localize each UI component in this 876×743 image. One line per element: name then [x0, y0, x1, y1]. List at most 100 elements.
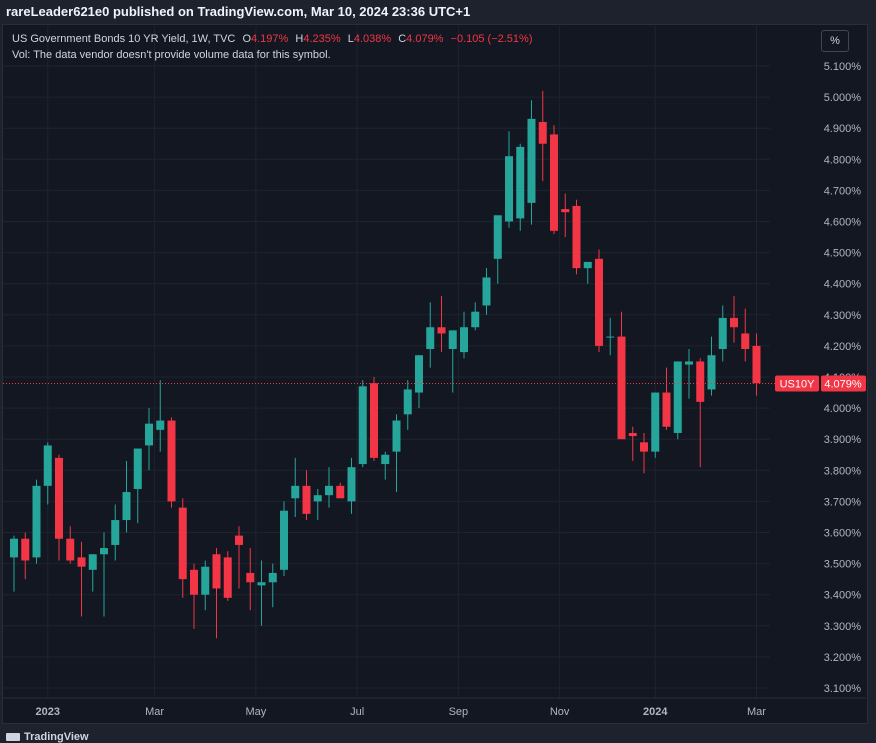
- candle-body: [111, 520, 120, 545]
- candle-body: [628, 432, 637, 437]
- candle-body: [235, 535, 243, 545]
- volume-note: Vol: The data vendor doesn't provide vol…: [12, 49, 331, 61]
- low-label: L: [347, 33, 354, 45]
- candle-body: [651, 392, 660, 452]
- publish-header: rareLeader621e0 published on TradingView…: [0, 0, 876, 24]
- chart-pane[interactable]: [2, 24, 868, 724]
- y-tick-label: 3.300%: [824, 621, 862, 633]
- candle-body: [527, 118, 536, 203]
- y-tick-label: 3.100%: [824, 683, 862, 695]
- candle-body: [100, 548, 108, 555]
- x-tick-label: 2024: [643, 706, 668, 718]
- y-tick-label: 3.400%: [824, 590, 862, 602]
- y-tick-label: 4.800%: [824, 154, 862, 166]
- candle-body: [347, 467, 356, 502]
- y-tick-label: 3.600%: [824, 528, 862, 540]
- candle-body: [561, 209, 570, 213]
- candle-body: [201, 566, 210, 595]
- candle-body: [538, 121, 547, 144]
- candle-body: [291, 485, 300, 499]
- price-tag-value-box: [821, 375, 866, 392]
- x-tick-label: Nov: [550, 706, 570, 718]
- candle-body: [156, 420, 165, 430]
- candle-body: [707, 355, 716, 390]
- x-tick-label: May: [245, 706, 266, 718]
- y-tick-label: 4.600%: [824, 217, 862, 229]
- candle-body: [55, 457, 63, 539]
- candle-body: [370, 383, 378, 458]
- y-tick-label: 4.400%: [824, 279, 862, 291]
- candle-body: [223, 557, 232, 598]
- x-tick-label: Mar: [747, 706, 766, 718]
- candle-body: [88, 554, 97, 570]
- candle-body: [32, 485, 41, 558]
- candle-body: [460, 327, 468, 353]
- candle-body: [662, 392, 671, 427]
- candle-body: [595, 258, 603, 346]
- candle-body: [268, 572, 277, 583]
- price-tag-symbol: US10Y: [780, 379, 816, 391]
- close-label: C: [398, 33, 407, 45]
- candle-body: [696, 361, 705, 402]
- ohlc-legend: US Government Bonds 10 YR Yield, 1W, TVC…: [12, 33, 532, 45]
- candle-body: [448, 330, 457, 350]
- candle-body: [280, 510, 288, 570]
- candle-body: [122, 492, 131, 521]
- candle-body: [572, 205, 581, 269]
- candle-body: [77, 557, 86, 567]
- candle-body: [190, 569, 198, 595]
- candle-body: [257, 582, 266, 586]
- symbol-title: US Government Bonds 10 YR Yield, 1W, TVC: [12, 33, 236, 45]
- candle-body: [415, 355, 423, 393]
- low-value: 4.038%: [353, 33, 392, 45]
- y-tick-label: 3.700%: [824, 496, 862, 508]
- candle-body: [606, 336, 615, 338]
- publisher-info: rareLeader621e0 published on TradingView…: [6, 4, 471, 19]
- change-value: −0.105 (−2.51%): [450, 33, 533, 45]
- candle-body: [741, 333, 750, 350]
- candle-body: [426, 327, 435, 350]
- candle-body: [246, 572, 255, 583]
- candle-body: [21, 538, 30, 561]
- candle-body: [167, 420, 176, 502]
- high-label: H: [295, 33, 304, 45]
- x-tick-label: 2023: [36, 706, 60, 718]
- y-tick-label: 3.200%: [824, 652, 862, 664]
- candle-body: [550, 134, 558, 231]
- candle-body: [178, 507, 187, 580]
- candle-body: [133, 448, 142, 489]
- candle-body: [471, 311, 480, 328]
- candle-body: [392, 420, 401, 452]
- candle-body: [336, 485, 345, 499]
- open-value: 4.197%: [251, 33, 289, 45]
- percent-scale-button[interactable]: %: [821, 30, 849, 52]
- candle-body: [493, 215, 502, 259]
- candle-body: [10, 538, 18, 558]
- price-tag-value: 4.079%: [824, 379, 862, 391]
- candle-body: [145, 423, 153, 446]
- candle-body: [730, 317, 738, 328]
- y-tick-label: 4.000%: [824, 403, 862, 415]
- high-value: 4.235%: [303, 33, 341, 45]
- candle-body: [437, 327, 446, 334]
- candle-body: [685, 361, 693, 365]
- candle-body: [313, 495, 322, 502]
- close-value: 4.079%: [406, 33, 444, 45]
- x-tick-label: Mar: [145, 706, 164, 718]
- price-tag-symbol-box: [775, 375, 819, 392]
- candle-body: [505, 156, 513, 222]
- y-tick-label: 5.000%: [824, 92, 862, 104]
- candle-body: [516, 146, 525, 219]
- candle-body: [752, 345, 761, 384]
- y-tick-label: 4.700%: [824, 185, 862, 197]
- candle-body: [212, 554, 221, 589]
- candle-body: [403, 389, 412, 415]
- y-tick-label: 3.500%: [824, 559, 862, 571]
- candle-body: [381, 454, 390, 465]
- open-label: O: [242, 33, 251, 45]
- y-tick-label: 4.500%: [824, 248, 862, 260]
- candle-body: [673, 361, 682, 433]
- candle-body: [617, 336, 626, 440]
- y-tick-label: 5.100%: [824, 61, 862, 73]
